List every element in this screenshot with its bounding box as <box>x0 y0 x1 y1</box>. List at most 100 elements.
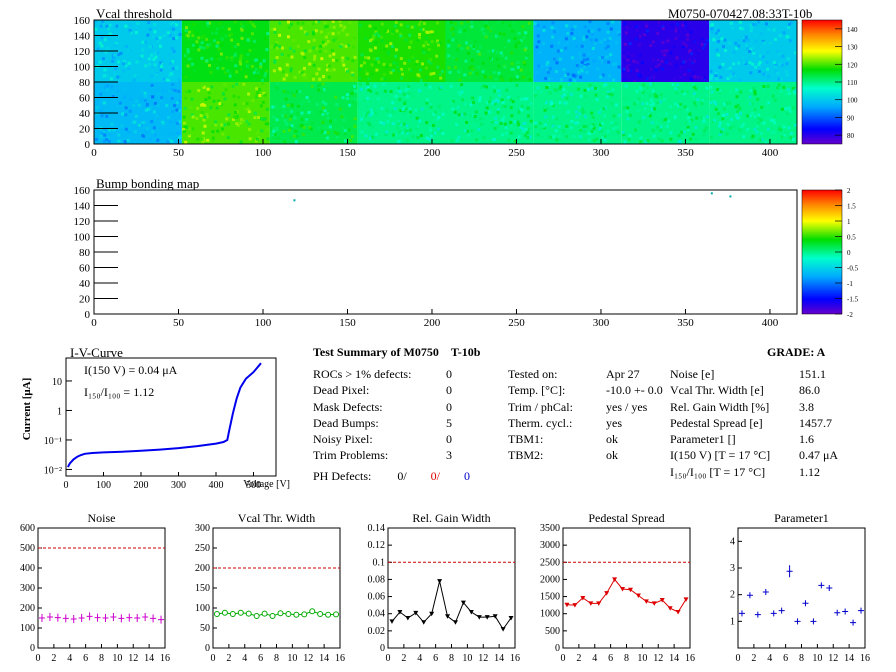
iv-x-tick-label: 0 <box>64 480 69 490</box>
parameter1-point <box>826 585 833 591</box>
colorbar-tick-label: 1.5 <box>847 203 856 211</box>
y-tick-label: 1000 <box>540 609 560 620</box>
vcal-thr-width-point <box>317 611 324 617</box>
colorbar-tick-label: -1 <box>847 280 853 288</box>
measurement-value: 0.47 μA <box>799 448 839 463</box>
x-tick-label: 6 <box>433 653 438 664</box>
condition-row: Tested on: Apr 27 <box>508 367 668 383</box>
pedestal-spread-frame <box>562 527 691 649</box>
x-tick-label: 4 <box>767 653 772 664</box>
measurement-row: I(150 V) [T = 17 °C] 0.47 μA <box>670 448 860 464</box>
x-tick-label: 4 <box>242 653 247 664</box>
noise-point <box>38 614 45 622</box>
measurement-label: Vcal Thr. Width [e] <box>670 383 764 398</box>
noise-point <box>158 615 165 624</box>
condition-label: Therm. cycl.: <box>508 415 573 430</box>
x-tick-label: 16 <box>860 653 870 664</box>
colorbar-tick-label: 100 <box>847 97 858 105</box>
pedestal-spread-point <box>588 601 594 606</box>
vcal-thr-width-point <box>325 611 332 618</box>
heatmap-block <box>533 20 622 82</box>
defect-row: Dead Bumps: 5 <box>313 416 458 432</box>
defect-label: Noisy Pixel: <box>313 432 373 447</box>
x-tick-label: 0 <box>91 317 97 329</box>
measurement-value: 1457.7 <box>799 415 832 430</box>
defect-label: ROCs > 1% defects: <box>313 367 412 381</box>
noise-point <box>62 614 69 623</box>
rel-gain-width-point <box>476 615 482 620</box>
pedestal-spread-series-line <box>566 578 687 613</box>
parameter1-point <box>802 600 809 607</box>
x-tick-label: 6 <box>83 653 88 664</box>
measurement-label: I(150 V) [T = 17 °C] <box>670 448 771 463</box>
iv-series-line <box>67 362 262 468</box>
grade: GRADE: A <box>767 345 826 359</box>
x-tick-label: 10 <box>287 653 297 664</box>
y-tick-label: 0.12 <box>368 540 386 551</box>
y-tick-label: 300 <box>195 523 210 534</box>
x-tick-label: 150 <box>339 147 356 159</box>
x-tick-label: 8 <box>449 653 454 664</box>
pedestal-spread-point <box>683 597 689 602</box>
y-tick-label: 20 <box>79 124 91 136</box>
x-tick-label: 12 <box>828 653 838 664</box>
colorbar-tick-label: -2 <box>847 311 853 319</box>
rel-gain-width-point <box>468 610 474 615</box>
measurement-value: 86.0 <box>799 383 820 398</box>
y-tick-label: 100 <box>74 62 91 74</box>
vcal-thr-width-point <box>301 611 308 618</box>
noise-point <box>54 613 61 622</box>
pedestal-spread-point <box>564 602 570 608</box>
bump-defect-point <box>710 192 713 195</box>
x-tick-label: 350 <box>677 317 694 329</box>
rel-gain-width-point <box>445 614 451 619</box>
x-tick-label: 300 <box>593 147 610 159</box>
iv-y-tick-label: 10 <box>52 377 62 388</box>
y-tick-label: 200 <box>20 603 35 614</box>
noise-point <box>78 614 85 622</box>
colorbar-tick-label: 1 <box>847 218 851 226</box>
summary-test-conditions: Tested on: Apr 27 Temp. [°C]: -10.0 +- 0.0 T… <box>508 367 668 465</box>
noise-title: Noise <box>88 511 116 525</box>
iv-y-tick-label: 1 <box>57 406 62 417</box>
pedestal-spread-point <box>643 599 649 604</box>
y-tick-label: 40 <box>79 278 91 290</box>
x-tick-label: 8 <box>274 653 279 664</box>
y-tick-label: 0 <box>30 643 35 654</box>
iv-x-tick-label: 100 <box>96 480 111 490</box>
vcal-thr-width-point <box>245 610 252 617</box>
rel-gain-width-point <box>413 610 419 616</box>
x-tick-label: 250 <box>508 147 525 159</box>
x-tick-label: 14 <box>144 653 154 664</box>
measurement-label: I₁₅₀/I₁₀₀ [T = 17 °C] <box>670 464 766 479</box>
y-tick-label: 20 <box>79 294 91 306</box>
colorbar-tick-label: 130 <box>847 44 858 52</box>
defect-value: 3 <box>446 448 452 463</box>
defect-value: 0 <box>446 367 452 381</box>
x-tick-label: 14 <box>319 653 329 664</box>
rel-gain-width-point <box>437 579 443 584</box>
y-tick-label: 40 <box>79 108 91 120</box>
parameter1-frame <box>737 527 866 649</box>
defect-value: 5 <box>446 415 452 430</box>
y-tick-label: 0.02 <box>368 626 386 637</box>
x-tick-label: 4 <box>67 653 72 664</box>
x-tick-label: 16 <box>685 653 695 664</box>
iv-x-tick-label: 400 <box>209 480 224 490</box>
colorbar-tick-label: 120 <box>847 61 858 69</box>
condition-value: Apr 27 <box>606 367 640 381</box>
bump-defect-point <box>293 199 296 202</box>
ph-defects-label: PH Defects: <box>313 469 372 483</box>
y-tick-label: 0.04 <box>368 609 386 620</box>
x-tick-label: 16 <box>160 653 170 664</box>
defect-label: Dead Bumps: <box>313 415 379 430</box>
vcal-thr-width-point <box>285 611 292 617</box>
colorbar-tick-label: 0 <box>847 249 851 257</box>
parameter1-point <box>762 589 769 595</box>
condition-row: Therm. cycl.: yes <box>508 416 668 432</box>
condition-label: TBM2: <box>508 448 544 463</box>
colorbar-tick-label: 0.5 <box>847 234 856 242</box>
x-tick-label: 12 <box>128 653 138 664</box>
iv-x-tick-label: 500 <box>246 480 261 490</box>
